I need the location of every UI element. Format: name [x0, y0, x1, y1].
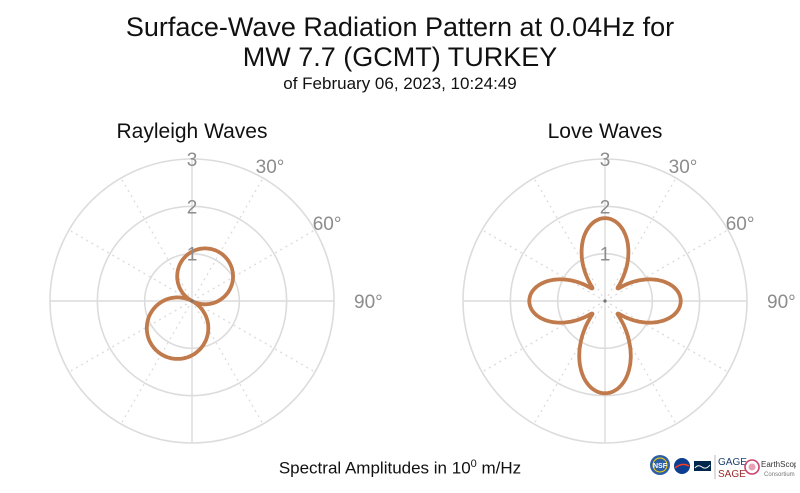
angle-gridline	[68, 229, 193, 302]
units-prefix: Spectral Amplitudes in 10	[278, 458, 471, 478]
origin-dot	[190, 299, 194, 303]
radiation-pattern-line	[144, 246, 235, 361]
angle-gridline	[191, 300, 264, 425]
consortium-label: Consortium	[764, 472, 795, 478]
radial-tick-label: 3	[187, 150, 198, 171]
radial-tick-label: 2	[187, 197, 198, 218]
angle-gridline	[191, 177, 264, 302]
angle-tick-label: 60°	[726, 214, 755, 235]
radial-tick-label: 1	[600, 245, 611, 266]
sponsor-logos: NSF GAGE SAGE EarthScope Consortium	[650, 455, 796, 480]
angle-tick-label: 30°	[669, 157, 698, 178]
units-suffix: m/Hz	[476, 458, 522, 478]
radial-gridline-3	[49, 158, 335, 444]
radial-gridline-2	[509, 205, 701, 397]
angle-gridline	[481, 229, 606, 302]
sage-label: SAGE	[718, 469, 746, 480]
angle-gridline	[191, 300, 316, 373]
radial-tick-label: 2	[600, 197, 611, 218]
angle-gridline	[604, 300, 729, 373]
radiation-pattern-line	[527, 216, 683, 396]
angle-tick-label: 90°	[767, 292, 796, 313]
radial-gridline-2	[96, 205, 288, 397]
radial-gridline-1	[556, 252, 654, 350]
nsf-logo-icon: NSF	[650, 455, 670, 475]
nsf-label: NSF	[653, 463, 668, 470]
origin-dot	[603, 299, 607, 303]
radial-tick-label: 3	[600, 150, 611, 171]
units-caption: Spectral Amplitudes in 100 m/Hz	[0, 453, 800, 480]
chart-title: Surface-Wave Radiation Pattern at 0.04Hz…	[125, 12, 675, 42]
units-exponent: 0	[470, 458, 477, 470]
angle-gridline	[120, 177, 193, 302]
angle-gridline	[120, 300, 193, 425]
angle-tick-label: 60°	[313, 214, 342, 235]
angle-tick-label: 30°	[256, 157, 285, 178]
nasa-logo-icon	[674, 458, 690, 474]
chart-subtitle: of February 06, 2023, 10:24:49	[283, 74, 517, 93]
gage-label: GAGE	[718, 457, 747, 468]
radial-gridline-3	[462, 158, 748, 444]
polar-chart-1: Rayleigh Waves 1 2 3 30° 60° 90°	[49, 120, 383, 444]
angle-gridline	[68, 300, 193, 373]
angle-tick-label: 90°	[354, 292, 383, 313]
angle-gridline	[604, 229, 729, 302]
polar-title: Rayleigh Waves	[117, 120, 268, 143]
chart-title-event: MW 7.7 (GCMT) TURKEY	[242, 42, 558, 72]
radial-tick-label: 1	[187, 245, 198, 266]
angle-gridline	[191, 229, 316, 302]
angle-gridline	[481, 300, 606, 373]
earthscope-label: EarthScope	[761, 460, 796, 469]
usgs-logo-icon	[694, 461, 711, 471]
polar-chart-2: Love Waves 1 2 3 30° 60° 90°	[462, 120, 796, 444]
polar-title: Love Waves	[548, 120, 663, 143]
earthscope-logo-icon	[744, 459, 760, 475]
